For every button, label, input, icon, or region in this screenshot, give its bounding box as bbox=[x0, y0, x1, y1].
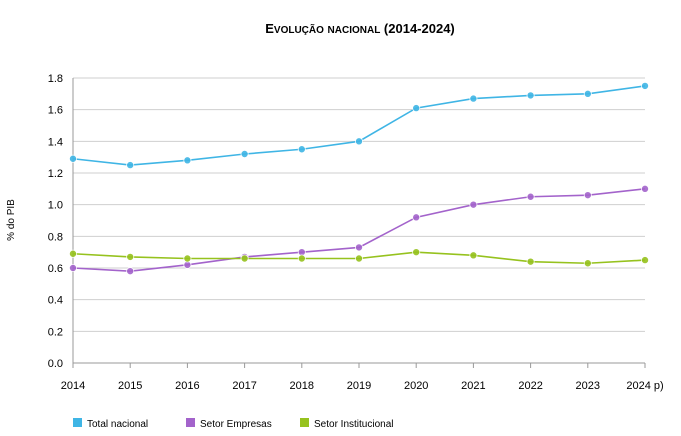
x-tick-label: 2014 bbox=[61, 380, 85, 392]
y-tick-label: 0.8 bbox=[48, 231, 63, 243]
series-line bbox=[72, 85, 646, 166]
x-tick-label: 2016 bbox=[175, 380, 199, 392]
x-axis: 2014 2015 2016 2017 2018 2019 2020 2021 2022 2023… bbox=[61, 363, 664, 392]
data-point bbox=[183, 156, 192, 165]
series-group bbox=[69, 81, 650, 276]
data-point bbox=[126, 161, 135, 170]
chart-title: EVOLUÇÃO NACIONAL (2014-2024) bbox=[265, 21, 455, 36]
data-point bbox=[583, 191, 592, 200]
legend-item: Setor Empresas bbox=[186, 418, 272, 430]
y-tick-label: 1.2 bbox=[48, 168, 63, 180]
x-tick-label: 2022 bbox=[518, 380, 542, 392]
data-point bbox=[469, 200, 478, 209]
data-point bbox=[526, 91, 535, 100]
legend-item: Total nacional bbox=[73, 418, 148, 430]
data-point bbox=[469, 94, 478, 103]
data-point bbox=[240, 254, 249, 263]
data-point bbox=[297, 145, 306, 154]
legend-swatch bbox=[73, 418, 82, 427]
x-tick-label: 2021 bbox=[461, 380, 485, 392]
legend-swatch bbox=[300, 418, 309, 427]
legend-label: Total nacional bbox=[87, 419, 148, 430]
legend-label: Setor Empresas bbox=[200, 419, 272, 430]
data-point bbox=[126, 267, 135, 276]
y-tick-label: 0.6 bbox=[48, 263, 63, 275]
data-point bbox=[641, 184, 650, 193]
data-point bbox=[183, 254, 192, 263]
y-tick-label: 1.6 bbox=[48, 105, 63, 117]
data-point bbox=[412, 104, 421, 113]
series-setor-institucional bbox=[69, 248, 650, 268]
data-point bbox=[412, 213, 421, 222]
y-tick-label: 0.4 bbox=[48, 295, 63, 307]
data-point bbox=[354, 243, 363, 252]
data-point bbox=[641, 256, 650, 265]
data-point bbox=[641, 81, 650, 90]
x-tick-label: 2017 bbox=[232, 380, 256, 392]
data-point bbox=[583, 259, 592, 268]
data-point bbox=[469, 251, 478, 260]
data-point bbox=[526, 192, 535, 201]
y-axis: 0.0 0.2 0.4 0.6 0.8 1.0 1.2 1.4 1.6 1.8 bbox=[48, 73, 74, 370]
data-point bbox=[354, 254, 363, 263]
y-axis-label: % do PIB bbox=[6, 199, 17, 241]
y-tick-label: 1.0 bbox=[48, 200, 63, 212]
x-tick-label: 2020 bbox=[404, 380, 428, 392]
data-point bbox=[526, 257, 535, 266]
y-tick-label: 1.8 bbox=[48, 73, 63, 85]
data-point bbox=[412, 248, 421, 257]
x-tick-label: 2019 bbox=[347, 380, 371, 392]
data-point bbox=[69, 154, 78, 163]
x-tick-label: 2023 bbox=[576, 380, 600, 392]
legend: Total nacional Setor Empresas Setor Instit… bbox=[73, 418, 394, 430]
y-tick-label: 0.0 bbox=[48, 358, 63, 370]
x-tick-label: 2015 bbox=[118, 380, 142, 392]
y-tick-label: 1.4 bbox=[48, 136, 63, 148]
series-total-nacional bbox=[69, 81, 650, 170]
data-point bbox=[69, 249, 78, 258]
x-tick-label: 2018 bbox=[290, 380, 314, 392]
data-point bbox=[126, 252, 135, 261]
grid bbox=[73, 77, 645, 364]
data-point bbox=[297, 254, 306, 263]
legend-label: Setor Institucional bbox=[314, 419, 394, 430]
data-point bbox=[240, 149, 249, 158]
data-point bbox=[354, 137, 363, 146]
x-tick-label: 2024 p) bbox=[626, 380, 663, 392]
legend-swatch bbox=[186, 418, 195, 427]
y-tick-label: 0.2 bbox=[48, 326, 63, 338]
legend-item: Setor Institucional bbox=[300, 418, 394, 430]
data-point bbox=[583, 89, 592, 98]
data-point bbox=[69, 263, 78, 272]
